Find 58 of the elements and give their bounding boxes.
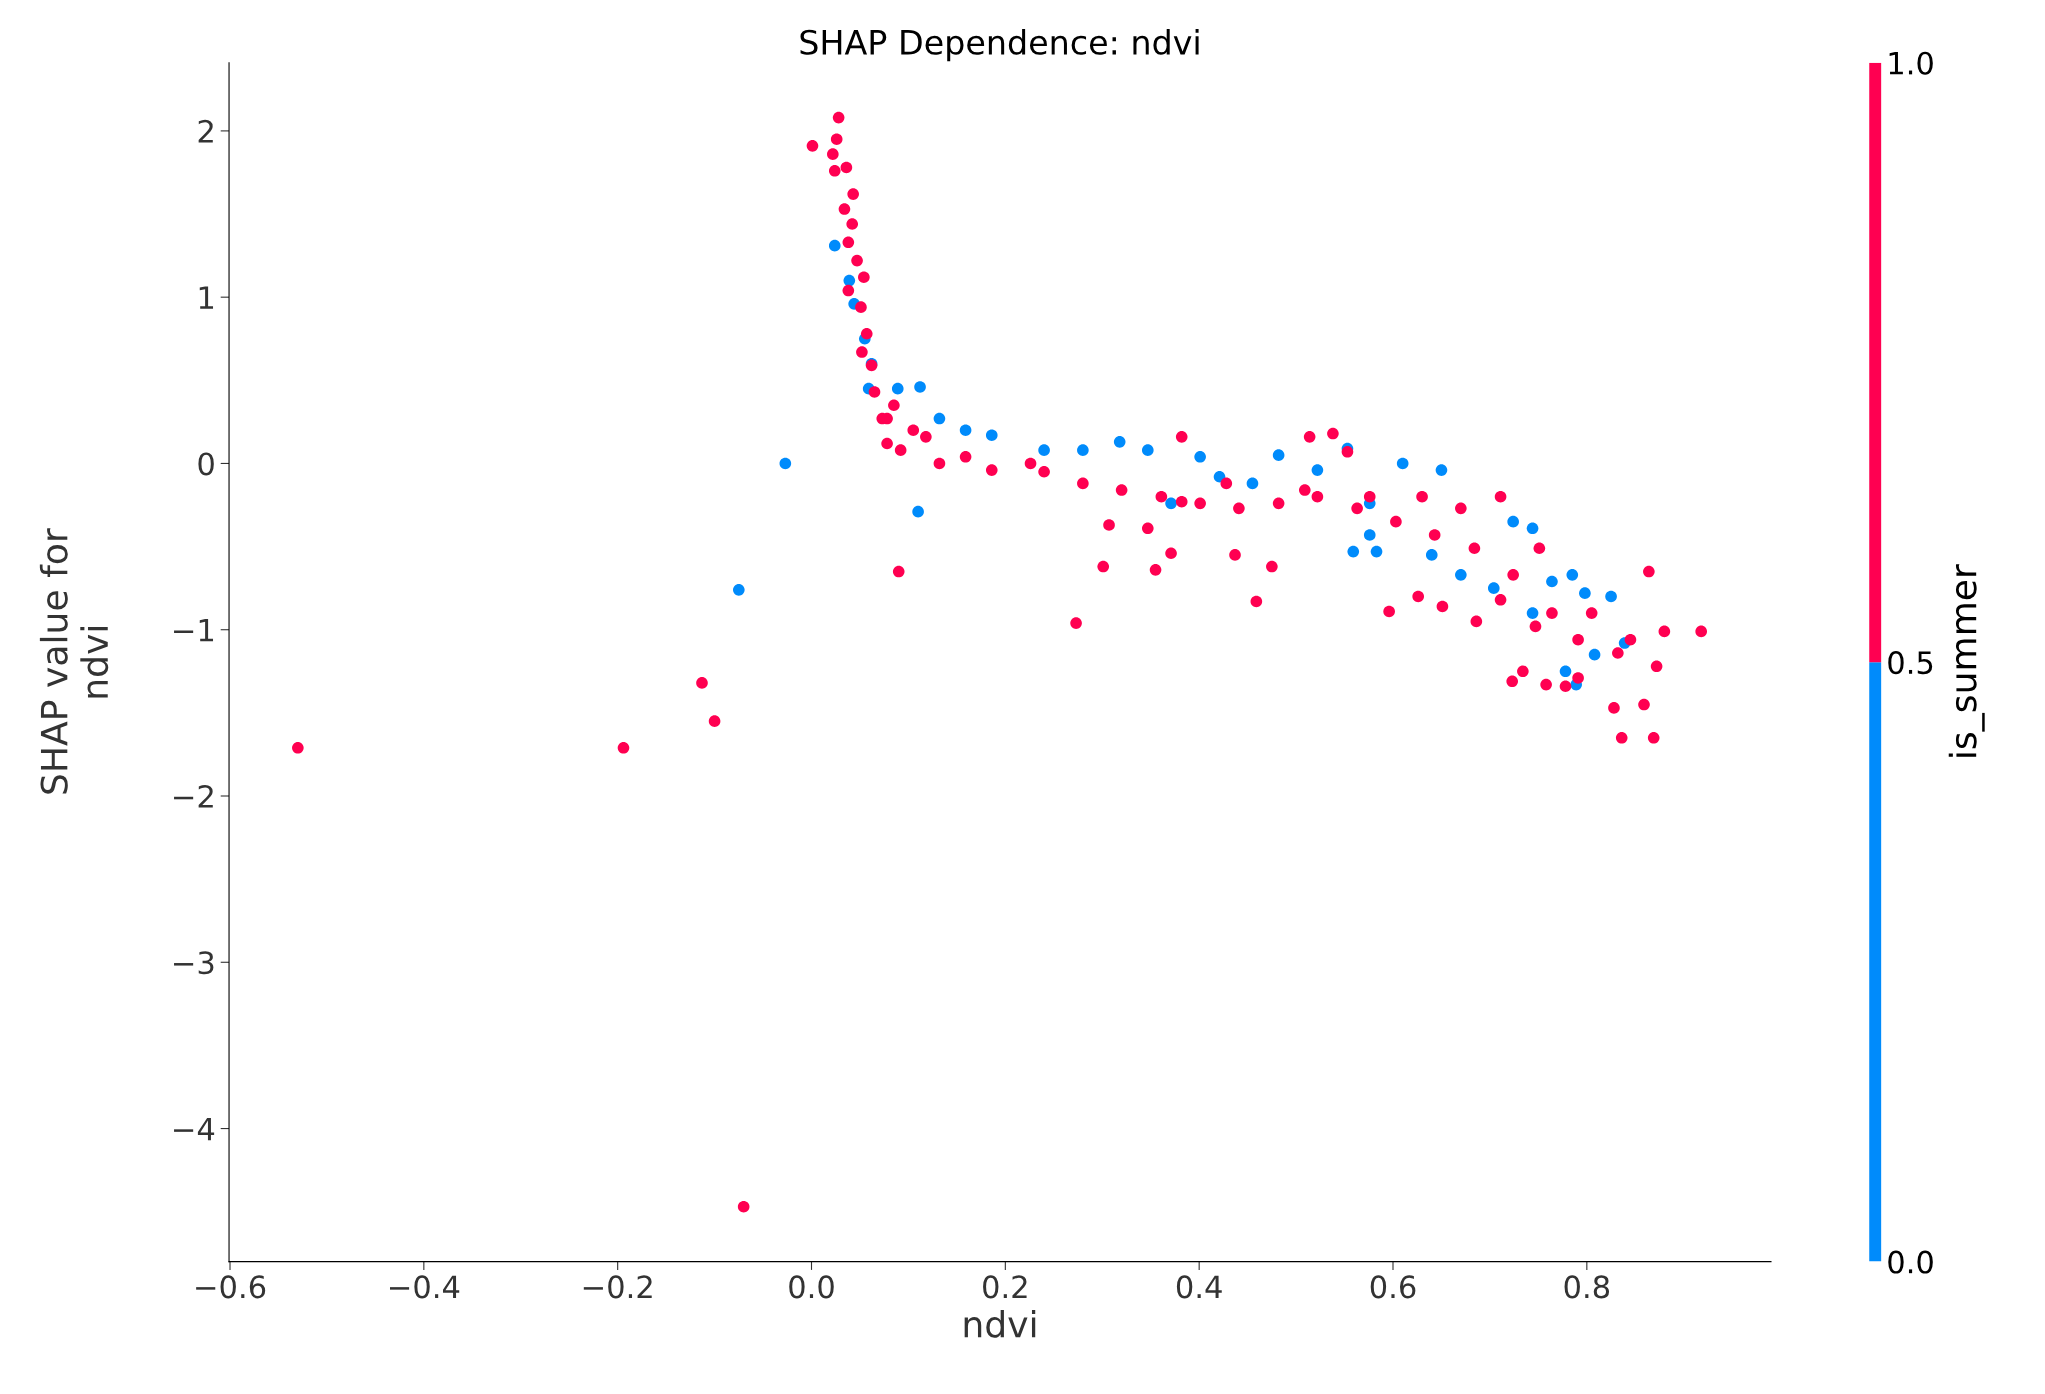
y-tick-label: −4 bbox=[174, 1117, 215, 1141]
color-bar-label: 0.5 bbox=[1888, 651, 1933, 675]
x-tick-label: −0.6 bbox=[196, 1275, 266, 1299]
x-axis-title: ndvi bbox=[964, 1309, 1036, 1338]
point bbox=[914, 381, 926, 393]
x-tick-label: −0.4 bbox=[389, 1275, 460, 1299]
point bbox=[779, 457, 792, 470]
point bbox=[912, 505, 924, 518]
color-bar-title: is_summer bbox=[1948, 564, 1985, 757]
point bbox=[891, 382, 904, 395]
y-axis-title: SHAP value for ndvi bbox=[39, 528, 109, 794]
x-tick-label: 0.2 bbox=[983, 1275, 1027, 1299]
y-tick-label: 1 bbox=[199, 286, 214, 309]
point bbox=[1246, 477, 1259, 490]
chart-title: SHAP Dependence: ndvi bbox=[800, 29, 1199, 62]
x-tick-label: 0.6 bbox=[1370, 1275, 1416, 1299]
point bbox=[1272, 449, 1285, 461]
point bbox=[1455, 569, 1467, 581]
point bbox=[1038, 444, 1050, 456]
point bbox=[1141, 444, 1154, 456]
point bbox=[1347, 545, 1360, 558]
point bbox=[1588, 648, 1601, 661]
point bbox=[1194, 450, 1206, 463]
x-tick-label: 0.4 bbox=[1176, 1275, 1222, 1299]
point bbox=[828, 239, 841, 252]
point bbox=[985, 429, 998, 441]
point bbox=[1311, 464, 1324, 476]
x-tick-label: −0.2 bbox=[583, 1275, 652, 1299]
point bbox=[1113, 436, 1126, 448]
y-tick-label: −3 bbox=[174, 951, 214, 975]
point bbox=[1526, 522, 1539, 535]
point bbox=[959, 424, 972, 437]
y-tick-label: 2 bbox=[198, 119, 213, 143]
x-tick-label: 0.8 bbox=[1564, 1275, 1610, 1299]
point bbox=[1526, 607, 1539, 619]
point bbox=[1165, 497, 1177, 510]
color-bar-label: 1.0 bbox=[1889, 51, 1933, 75]
point bbox=[733, 584, 745, 596]
point bbox=[1605, 590, 1617, 603]
point bbox=[1396, 457, 1409, 470]
point bbox=[1566, 569, 1579, 581]
point bbox=[1487, 582, 1500, 594]
point bbox=[843, 274, 856, 287]
y-tick-label: −2 bbox=[174, 784, 213, 808]
point bbox=[1363, 529, 1376, 541]
point bbox=[1425, 549, 1438, 561]
y-tick-label: 0 bbox=[198, 452, 214, 476]
point bbox=[1546, 575, 1558, 588]
point bbox=[1370, 545, 1383, 558]
y-tick-label: −1 bbox=[174, 619, 214, 642]
color-bar-label: 0.0 bbox=[1888, 1250, 1933, 1274]
point bbox=[1507, 515, 1519, 528]
point bbox=[1579, 587, 1591, 599]
point bbox=[1435, 464, 1448, 476]
point bbox=[1077, 444, 1089, 456]
x-tick-label: 0.0 bbox=[789, 1275, 834, 1299]
point bbox=[1559, 665, 1572, 678]
point bbox=[933, 412, 946, 425]
